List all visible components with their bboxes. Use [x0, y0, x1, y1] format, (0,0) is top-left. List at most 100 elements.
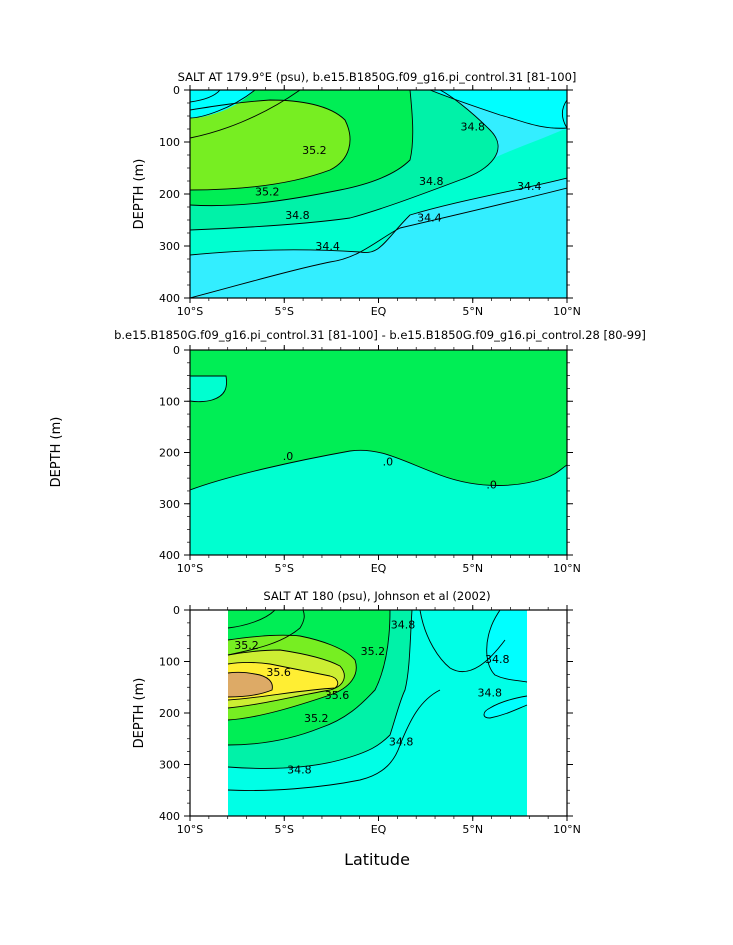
panel-2-title: b.e15.B1850G.f09_g16.pi_control.31 [81-1…	[114, 328, 646, 342]
panel-1-contour-labels: 35.2 35.2 34.8 34.4 34.8 34.8 34.4 34.4	[255, 120, 542, 253]
contour-label: .0	[486, 478, 497, 491]
y-tick-label: 100	[159, 656, 180, 669]
panel-1-contour-line	[190, 99, 351, 191]
panel-3-contour-line	[483, 695, 528, 719]
x-tick-label: 5°N	[462, 823, 483, 836]
x-tick-label: 5°N	[462, 562, 483, 575]
x-tick-label: EQ	[371, 305, 387, 318]
panel-1-contour-line	[190, 187, 567, 298]
panel-3-contour-line	[227, 671, 273, 698]
y-tick-label: 0	[173, 344, 180, 357]
panel-1-contour-line	[190, 90, 256, 119]
panel-3-contour-line	[227, 610, 276, 629]
x-tick-label: 10°N	[553, 562, 581, 575]
panel-1-contour-line	[190, 90, 499, 231]
panel-3-contour-line	[227, 634, 357, 721]
contour-label: 34.8	[461, 120, 486, 133]
panel-3-fields	[228, 610, 527, 816]
panel-3-ylabel: DEPTH (m)	[132, 678, 147, 749]
y-tick-label: 400	[159, 549, 180, 562]
panel-3-contour-line	[227, 610, 305, 656]
contour-label: 34.4	[315, 240, 340, 253]
panel-3-contour-labels: 35.2 35.6 35.6 35.2 35.2 34.8 34.8 34.8 34.8 34.8	[234, 618, 510, 777]
panel-2-ylabel: DEPTH (m)	[49, 417, 64, 488]
panel-1-contour-line	[429, 90, 567, 129]
x-tick-label: 5°S	[275, 823, 294, 836]
panel-1-contour-line	[562, 99, 567, 129]
panel-3: SALT AT 180 (psu), Johnson et al (2002)	[132, 589, 581, 869]
panel-1-fields	[190, 90, 567, 298]
panel-2-contour-line	[190, 375, 227, 403]
panel-3-contour-line	[227, 610, 413, 769]
panel-1-contour-line	[190, 177, 567, 256]
contour-label: 35.6	[266, 666, 291, 679]
panel-3-contour-line	[227, 610, 391, 746]
contour-label: 35.2	[304, 712, 329, 725]
x-tick-label: 5°S	[275, 562, 294, 575]
panel-1-ylabel: DEPTH (m)	[132, 159, 147, 230]
panel-2-contour-labels: .0 .0 .0	[283, 450, 497, 491]
contour-label: 35.2	[361, 645, 386, 658]
contour-label: 34.8	[485, 653, 510, 666]
panel-2-contour-line	[190, 449, 567, 491]
panel-1-contour-line	[190, 90, 414, 207]
contour-label: .0	[283, 450, 294, 463]
panel-1-surface-cyan	[190, 90, 255, 118]
contour-label: 34.8	[389, 735, 414, 748]
contour-label: 35.2	[302, 144, 327, 157]
contour-label: 34.8	[419, 175, 444, 188]
x-tick-label: EQ	[371, 823, 387, 836]
panel-1-contour-line	[190, 90, 301, 139]
x-tick-label: 10°S	[177, 562, 203, 575]
panel-3-surface-cyan-2	[484, 696, 527, 718]
contour-label: 34.4	[417, 211, 442, 224]
y-tick-label: 0	[173, 604, 180, 617]
y-tick-label: 100	[159, 395, 180, 408]
panel-3-contour-line	[227, 662, 339, 701]
panel-3-contour-line	[227, 689, 441, 791]
panel-1-field-hi2	[190, 100, 350, 190]
panel-3-contour-line	[227, 649, 345, 709]
y-tick-label: 400	[159, 810, 180, 823]
x-tick-label: 10°S	[177, 305, 203, 318]
panel-3-axes: 10°S 5°S EQ 5°N 10°N 0 100 200 300 400	[159, 604, 581, 836]
panel-2-field-blob	[190, 376, 227, 402]
panel-1-title: SALT AT 179.9°E (psu), b.e15.B1850G.f09_…	[178, 70, 577, 84]
panel-1-axes: 10°S 5°S EQ 5°N 10°N 0 100 200 300 400	[159, 84, 581, 318]
panel-1-contour-lines	[190, 90, 567, 298]
panel-3-contour-line	[486, 610, 528, 683]
panel-1: SALT AT 179.9°E (psu), b.e15.B1850G.f09_…	[132, 70, 581, 318]
contour-label: 34.4	[517, 180, 542, 193]
panel-3-xlabel: Latitude	[344, 850, 410, 869]
panel-1-surface-cyan-east	[430, 90, 567, 130]
contour-label: 35.2	[255, 185, 280, 198]
contour-label: 35.2	[234, 639, 259, 652]
y-tick-label: 300	[159, 240, 180, 253]
x-tick-label: 10°N	[553, 305, 581, 318]
y-tick-label: 400	[159, 292, 180, 305]
panel-3-contour-lines	[227, 610, 528, 791]
y-tick-label: 300	[159, 759, 180, 772]
panel-2-axes: 10°S 5°S EQ 5°N 10°N 0 100 200 300 400	[159, 344, 581, 575]
panel-3-contour-line	[419, 610, 506, 673]
y-tick-label: 200	[159, 707, 180, 720]
y-tick-label: 100	[159, 136, 180, 149]
y-tick-label: 0	[173, 84, 180, 97]
contour-label: 34.8	[391, 618, 416, 631]
contour-label: 34.8	[287, 764, 312, 777]
panel-3-field-orange	[228, 672, 273, 697]
x-tick-label: EQ	[371, 562, 387, 575]
panel-2: b.e15.B1850G.f09_g16.pi_control.31 [81-1…	[49, 328, 646, 575]
x-tick-label: 5°S	[275, 305, 294, 318]
x-tick-label: 10°N	[553, 823, 581, 836]
contour-label: 34.8	[477, 686, 502, 699]
y-tick-label: 300	[159, 498, 180, 511]
x-tick-label: 10°S	[177, 823, 203, 836]
x-tick-label: 5°N	[462, 305, 483, 318]
panel-2-contour-lines	[190, 375, 567, 491]
panel-2-field-positive	[190, 350, 567, 490]
panel-3-title: SALT AT 180 (psu), Johnson et al (2002)	[263, 589, 490, 603]
contour-label: .0	[383, 456, 394, 469]
y-tick-label: 200	[159, 447, 180, 460]
